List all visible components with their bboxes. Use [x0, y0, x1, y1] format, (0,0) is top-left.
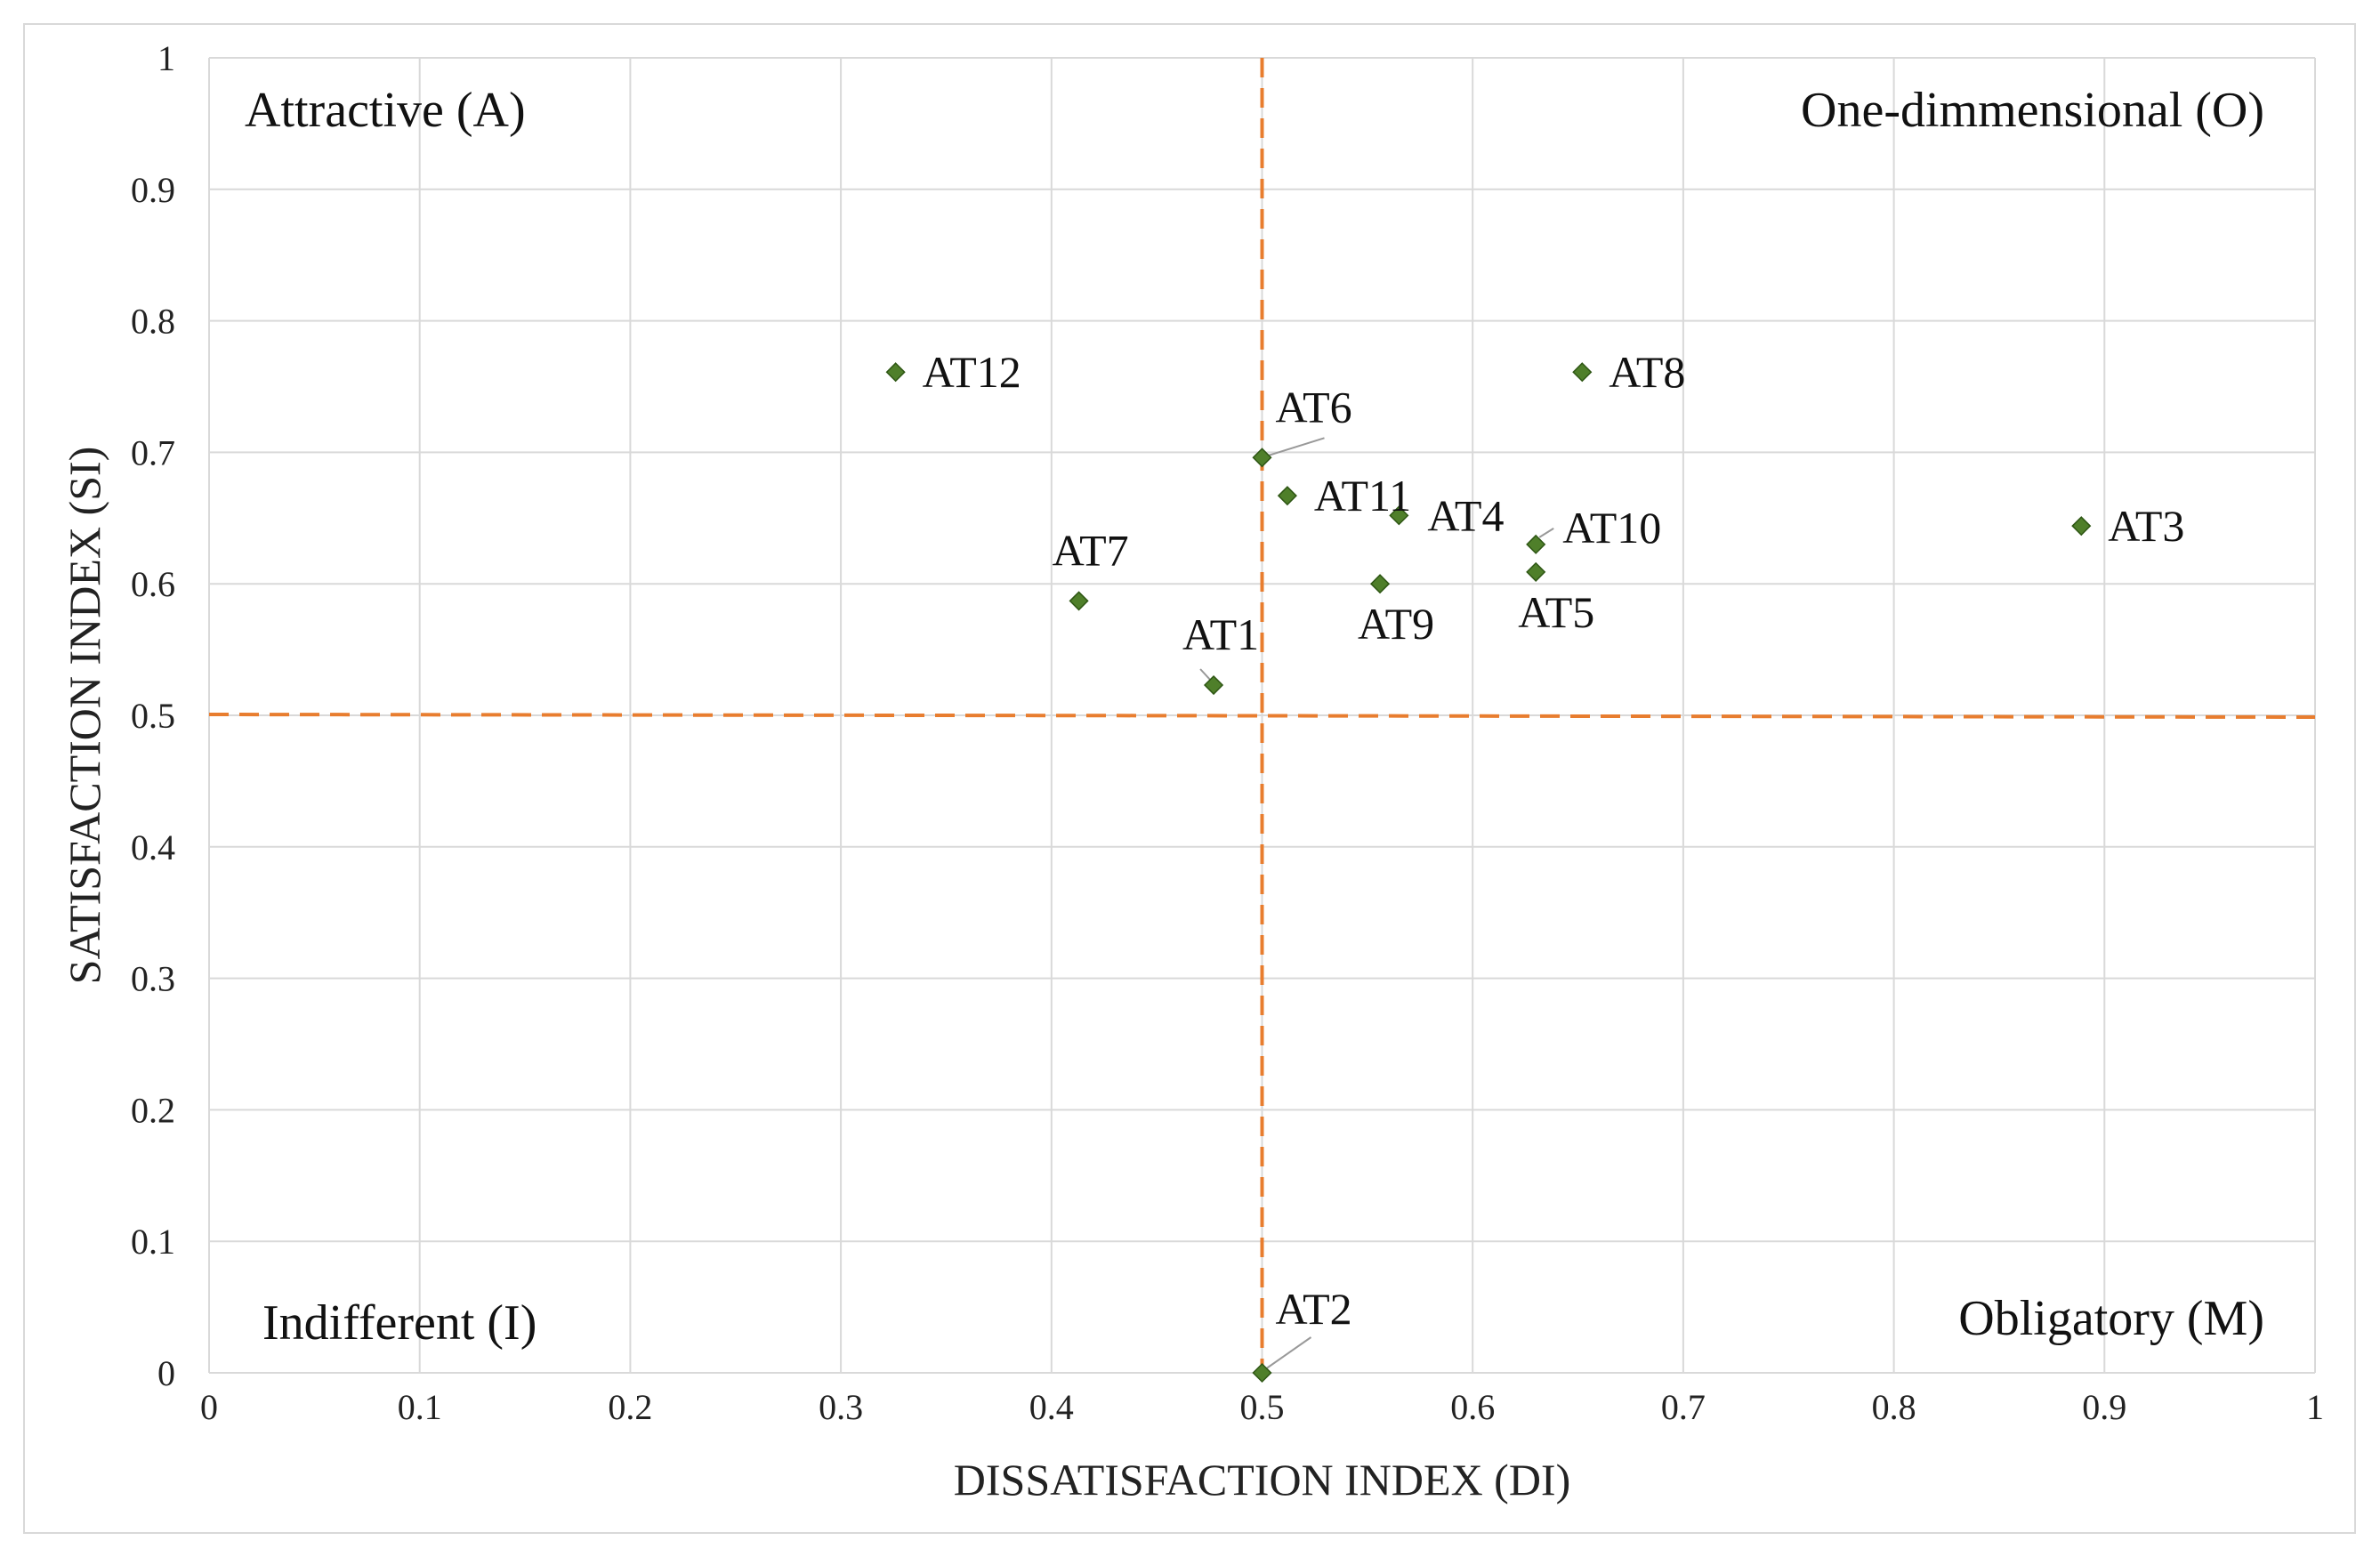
y-axis-title: SATISFACTION INDEX (SI) — [60, 447, 109, 985]
data-label-at6: AT6 — [1276, 382, 1352, 432]
data-point-at11 — [1277, 486, 1297, 506]
data-point-at5 — [1526, 561, 1546, 582]
reference-lines — [208, 58, 2316, 1373]
data-label-at9: AT9 — [1358, 599, 1434, 649]
data-points — [885, 362, 2092, 1384]
data-label-at5: AT5 — [1518, 587, 1594, 637]
x-tick-label: 0.7 — [1661, 1387, 1706, 1427]
y-tick-label: 1 — [157, 38, 175, 78]
y-tick-label: 0.9 — [131, 170, 175, 210]
data-label-at12: AT12 — [923, 347, 1021, 397]
y-tick-label: 0.4 — [131, 827, 175, 867]
leader-line-at2 — [1265, 1336, 1312, 1369]
data-point-at3 — [2071, 516, 2092, 536]
y-tick-label: 0.5 — [131, 696, 175, 736]
data-point-at2 — [1252, 1362, 1272, 1384]
data-point-labels: AT1 AT2 AT3 AT4 AT5 AT6 AT7 AT8 AT9 AT10 AT11 AT12 — [923, 347, 2185, 1334]
leader-line-at10 — [1538, 528, 1554, 538]
data-point-at1 — [1203, 674, 1224, 696]
y-tick-label: 0.7 — [131, 432, 175, 472]
data-label-at4: AT4 — [1427, 490, 1504, 540]
data-point-at4 — [1389, 505, 1409, 526]
y-tick-label: 0.6 — [131, 564, 175, 604]
data-point-at12 — [885, 362, 906, 383]
chart-frame — [23, 23, 2356, 1534]
x-tick-label: 0.2 — [608, 1387, 652, 1427]
x-tick-label: 0.9 — [2082, 1387, 2126, 1427]
x-tick-label: 0.5 — [1240, 1387, 1285, 1427]
x-axis-title: DISSATISFACTION INDEX (DI) — [954, 1455, 1570, 1505]
y-tick-label: 0.8 — [131, 302, 175, 342]
quadrant-label-attractive: Attractive (A) — [245, 83, 526, 138]
reference-line-horizontal — [208, 713, 2316, 719]
x-tick-label: 0.8 — [1872, 1387, 1916, 1427]
y-tick-label: 0 — [157, 1353, 175, 1393]
y-tick-label: 0.1 — [131, 1222, 175, 1262]
y-tick-label: 0.2 — [131, 1090, 175, 1130]
data-point-at8 — [1572, 362, 1593, 383]
data-point-at10 — [1526, 534, 1546, 554]
y-tick-label: 0.3 — [131, 959, 175, 999]
data-label-at3: AT3 — [2108, 501, 2184, 551]
x-tick-label: 0.3 — [819, 1387, 863, 1427]
data-label-at8: AT8 — [1609, 347, 1685, 397]
data-label-at11: AT11 — [1314, 471, 1411, 520]
data-point-at6 — [1252, 448, 1272, 468]
data-label-at1: AT1 — [1182, 609, 1259, 659]
label-leader-lines — [1199, 437, 1554, 1369]
data-point-at9 — [1369, 574, 1391, 594]
x-tick-label: 0.6 — [1450, 1387, 1495, 1427]
quadrant-label-obligatory: Obligatory (M) — [1958, 1291, 2264, 1346]
data-label-at2: AT2 — [1276, 1284, 1352, 1334]
quadrant-label-one-dimensional: One-dimmensional (O) — [1801, 83, 2264, 138]
x-tick-label: 1 — [2306, 1387, 2324, 1427]
tick-labels: 0 0.1 0.2 0.3 0.4 0.5 0.6 0.7 0.8 0.9 1 0 0.1 0.2 0.3 0… — [131, 38, 2324, 1427]
x-tick-label: 0.1 — [398, 1387, 442, 1427]
data-point-at7 — [1069, 591, 1089, 611]
quadrant-label-indifferent: Indifferent (I) — [262, 1295, 537, 1351]
data-label-at10: AT10 — [1562, 503, 1661, 553]
data-label-at7: AT7 — [1053, 525, 1129, 575]
x-tick-label: 0.4 — [1029, 1387, 1074, 1427]
leader-line-at1 — [1199, 668, 1212, 682]
x-tick-label: 0 — [200, 1387, 218, 1427]
leader-line-at6 — [1267, 437, 1325, 457]
